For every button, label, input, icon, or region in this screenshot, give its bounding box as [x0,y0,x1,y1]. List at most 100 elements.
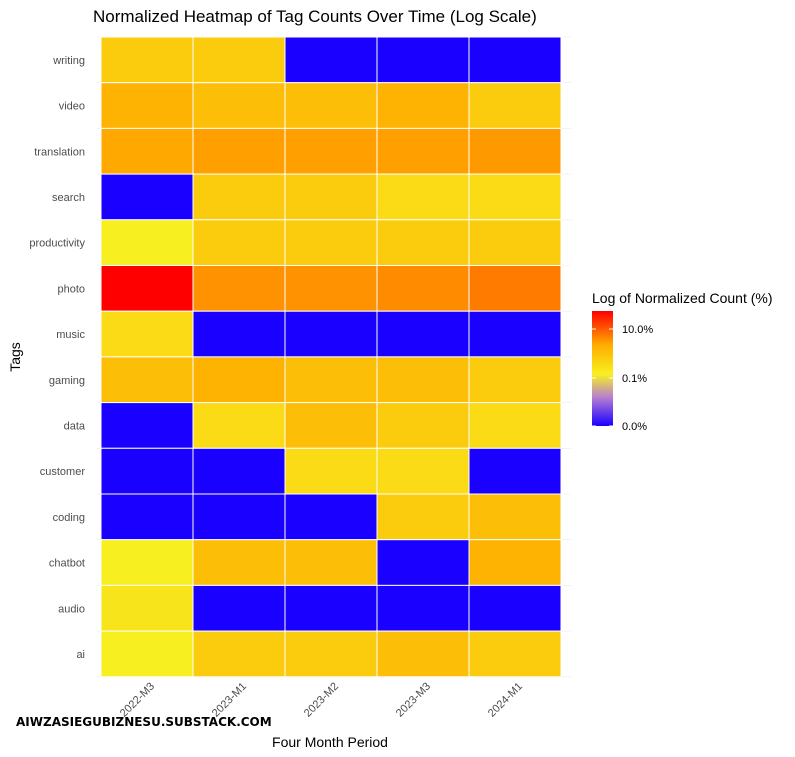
heatmap-cell-search-2023-M2 [284,173,378,221]
y-tick-label-writing: writing [52,55,85,67]
x-axis-title: Four Month Period [272,734,388,750]
legend-ticks: 10.0% 0.1% 0.0% [592,324,653,433]
heatmap-cell-customer-2022-M3 [100,447,194,495]
heatmap-cell-coding-2023-M1 [192,493,286,541]
heatmap-cell-customer-2023-M3 [376,447,470,495]
heatmap-cell-photo-2023-M1 [192,265,286,312]
y-tick-label-customer: customer [40,466,86,478]
y-tick-label-chatbot: chatbot [49,558,85,570]
heatmap-cell-gaming-2023-M2 [284,356,378,404]
y-axis-tick-labels: writing video translation search productivit… [29,55,86,661]
y-tick-label-video: video [59,101,85,113]
heatmap-cell-productivity-2023-M2 [284,219,378,267]
heatmap-cell-writing-2022-M3 [100,36,194,84]
y-tick-label-photo: photo [57,283,85,295]
y-tick-label-music: music [56,329,85,341]
y-axis-title: Tags [7,342,23,372]
heatmap-cell-audio-2023-M3 [376,584,470,632]
heatmap-cell-music-2024-M1 [468,310,562,358]
heatmap-cell-video-2023-M3 [376,82,470,129]
heatmap-cell-data-2022-M3 [100,402,194,449]
legend-tick-label-0: 10.0% [622,324,653,336]
heatmap-cell-translation-2023-M3 [376,127,470,175]
heatmap-cell-data-2023-M2 [284,402,378,449]
heatmap-cell-customer-2023-M2 [284,447,378,495]
heatmap-cell-ai-2024-M1 [468,630,562,678]
heatmap-cell-search-2024-M1 [468,173,562,221]
heatmap-cell-video-2023-M1 [192,82,286,129]
heatmap-cell-photo-2023-M3 [376,265,470,312]
heatmap-cells [100,36,562,678]
color-legend: Log of Normalized Count (%) 10.0% 0.1% 0.0… [592,290,773,433]
y-tick-label-translation: translation [34,146,85,158]
heatmap-cell-productivity-2023-M1 [192,219,286,267]
heatmap-cell-productivity-2023-M3 [376,219,470,267]
heatmap-cell-chatbot-2022-M3 [100,539,194,586]
heatmap-cell-gaming-2022-M3 [100,356,194,404]
heatmap-cell-music-2023-M1 [192,310,286,358]
legend-colorbar [592,311,613,426]
heatmap-cell-translation-2023-M2 [284,127,378,175]
heatmap-cell-customer-2024-M1 [468,447,562,495]
heatmap-cell-gaming-2023-M3 [376,356,470,404]
heatmap-cell-productivity-2024-M1 [468,219,562,267]
x-tick-label-2024-M1: 2024-M1 [486,680,525,719]
watermark-text: AIWZASIEGUBIZNESU.SUBSTACK.COM [16,715,272,729]
y-tick-label-search: search [52,192,85,204]
heatmap-cell-ai-2023-M2 [284,630,378,678]
heatmap-cell-music-2023-M2 [284,310,378,358]
heatmap-cell-coding-2024-M1 [468,493,562,541]
heatmap-cell-photo-2024-M1 [468,265,562,312]
heatmap-cell-chatbot-2023-M3 [376,539,470,586]
heatmap-cell-gaming-2024-M1 [468,356,562,404]
heatmap-cell-ai-2023-M1 [192,630,286,678]
x-tick-label-2023-M1: 2023-M1 [210,680,249,719]
heatmap-cell-audio-2022-M3 [100,584,194,632]
heatmap-cell-music-2023-M3 [376,310,470,358]
heatmap-cell-ai-2022-M3 [100,630,194,678]
legend-tick-label-2: 0.0% [622,421,647,433]
legend-tick-label-1: 0.1% [622,373,647,385]
heatmap-cell-data-2023-M3 [376,402,470,449]
heatmap-cell-audio-2024-M1 [468,584,562,632]
heatmap-cell-photo-2022-M3 [100,265,194,312]
heatmap-cell-audio-2023-M2 [284,584,378,632]
heatmap-cell-coding-2023-M3 [376,493,470,541]
y-tick-label-audio: audio [58,603,85,615]
legend-title: Log of Normalized Count (%) [592,290,773,306]
heatmap-cell-audio-2023-M1 [192,584,286,632]
heatmap-cell-photo-2023-M2 [284,265,378,312]
heatmap-cell-writing-2024-M1 [468,36,562,84]
x-tick-label-2023-M2: 2023-M2 [302,680,341,719]
heatmap-cell-search-2023-M1 [192,173,286,221]
heatmap-cell-data-2023-M1 [192,402,286,449]
heatmap-cell-chatbot-2023-M1 [192,539,286,586]
heatmap-cell-writing-2023-M2 [284,36,378,84]
heatmap-cell-search-2023-M3 [376,173,470,221]
heatmap-cell-writing-2023-M3 [376,36,470,84]
x-tick-label-2022-M3: 2022-M3 [118,680,157,719]
y-tick-label-gaming: gaming [49,375,85,387]
heatmap-cell-search-2022-M3 [100,173,194,221]
heatmap-cell-ai-2023-M3 [376,630,470,678]
heatmap-cell-translation-2024-M1 [468,127,562,175]
heatmap-cell-video-2023-M2 [284,82,378,129]
heatmap-cell-video-2022-M3 [100,82,194,129]
heatmap-cell-coding-2022-M3 [100,493,194,541]
heatmap-cell-gaming-2023-M1 [192,356,286,404]
heatmap-cell-coding-2023-M2 [284,493,378,541]
heatmap-cell-video-2024-M1 [468,82,562,129]
y-tick-label-ai: ai [76,649,85,661]
x-tick-label-2023-M3: 2023-M3 [394,680,433,719]
x-axis-tick-labels: 2022-M3 2023-M1 2023-M2 2023-M3 2024-M1 [118,680,525,719]
y-tick-label-coding: coding [53,512,85,524]
heatmap-cell-data-2024-M1 [468,402,562,449]
y-tick-label-data: data [64,420,86,432]
heatmap-cell-chatbot-2023-M2 [284,539,378,586]
heatmap-cell-customer-2023-M1 [192,447,286,495]
heatmap-cell-translation-2022-M3 [100,127,194,175]
chart-title: Normalized Heatmap of Tag Counts Over Ti… [93,7,537,26]
heatmap-cell-productivity-2022-M3 [100,219,194,267]
heatmap-cell-writing-2023-M1 [192,36,286,84]
